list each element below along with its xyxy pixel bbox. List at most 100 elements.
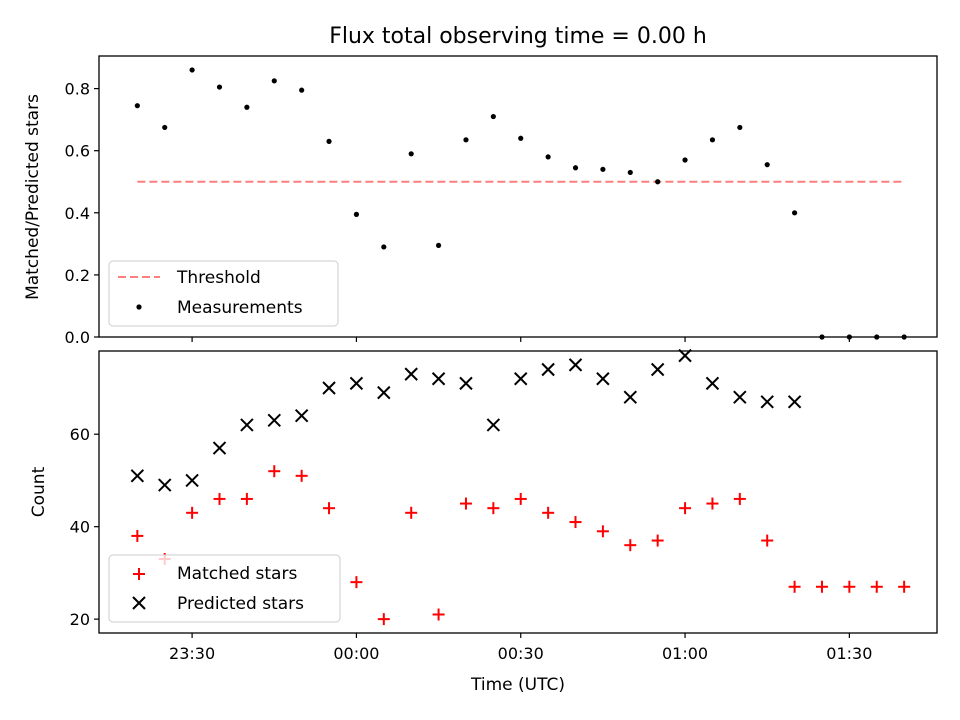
top-y-ticks: 0.0 0.2 0.4 0.6 0.8 — [65, 80, 99, 347]
measurement-point — [819, 334, 825, 340]
matched-stars-point — [596, 525, 609, 538]
predicted-stars-point — [541, 362, 555, 377]
y-tick-label: 20 — [70, 610, 90, 629]
predicted-stars-point — [431, 372, 446, 386]
matched-stars-point — [679, 502, 692, 515]
matched-stars-point — [432, 608, 445, 621]
measurement-point — [764, 162, 770, 168]
matched-stars-point — [131, 529, 144, 542]
measurement-point — [545, 154, 551, 160]
predicted-stars-point — [294, 409, 309, 423]
x-tick-label: 01:00 — [662, 644, 708, 663]
measurement-point — [244, 104, 250, 110]
matched-stars-point — [405, 506, 418, 519]
y-tick-label: 0.8 — [65, 80, 90, 99]
matched-stars-point — [870, 580, 883, 593]
bottom-series — [130, 348, 911, 626]
measurement-point — [353, 211, 360, 217]
measurement-point — [463, 137, 469, 143]
predicted-stars-point — [568, 358, 583, 372]
bottom-x-ticks: 23:30 00:00 00:30 01:00 01:30 — [169, 633, 872, 663]
top-series — [134, 67, 907, 340]
matched-legend-label: Matched stars — [177, 564, 297, 584]
matched-stars-point — [651, 534, 664, 547]
measurements-legend-label: Measurements — [177, 298, 303, 318]
predicted-stars-point — [459, 376, 473, 391]
bottom-y-ticks: 20 40 60 — [70, 425, 99, 629]
matched-stars-point — [542, 506, 555, 519]
x-tick-label: 00:00 — [333, 644, 379, 663]
predicted-stars-point — [158, 478, 172, 492]
matched-stars-point — [377, 613, 390, 626]
measurement-point — [435, 242, 442, 249]
predicted-legend-label: Predicted stars — [177, 594, 304, 614]
bottom-legend-box — [108, 554, 341, 623]
y-tick-label: 60 — [70, 425, 90, 444]
top-legend-box — [108, 260, 339, 327]
measurement-point — [874, 334, 880, 340]
predicted-legend-marker — [132, 596, 146, 610]
threshold-legend-label: Threshold — [176, 268, 261, 288]
predicted-stars-point — [267, 413, 281, 428]
predicted-stars-point — [212, 441, 227, 455]
measurement-point — [271, 78, 277, 84]
measurement-point — [490, 113, 496, 120]
predicted-stars-point — [514, 372, 528, 386]
measurement-point — [655, 179, 661, 185]
bottom-legend: Matched stars Predicted stars — [108, 554, 341, 623]
measurement-point — [216, 84, 223, 90]
measurement-point — [408, 151, 414, 157]
measurement-point — [162, 124, 168, 131]
y-tick-label: 0.4 — [65, 204, 90, 223]
measurement-point — [846, 334, 852, 340]
predicted-stars-point — [650, 362, 665, 377]
predicted-stars-point — [596, 372, 610, 386]
matched-stars-point — [569, 516, 582, 529]
measurement-point — [600, 166, 606, 172]
predicted-stars-point — [322, 381, 336, 395]
matched-stars-point — [733, 492, 746, 505]
measurement-point — [326, 138, 332, 144]
measurement-point — [134, 103, 140, 109]
predicted-stars-point — [185, 473, 199, 488]
predicted-stars-point — [760, 395, 774, 409]
matched-stars-point — [514, 492, 527, 505]
measurement-point — [572, 165, 579, 171]
predicted-stars-point — [733, 390, 747, 404]
matched-stars-point — [706, 497, 719, 510]
matched-stars-point — [213, 492, 226, 505]
predicted-stars-point — [787, 395, 802, 409]
top-axes: 0.00.20.40.60.8 Matched/Predicted stars … — [23, 55, 938, 347]
measurement-point — [791, 210, 798, 216]
matched-stars-point — [898, 580, 911, 593]
measurement-point — [682, 157, 688, 163]
predicted-stars-point — [240, 418, 254, 432]
measurement-point — [737, 124, 743, 131]
matched-stars-point — [624, 539, 637, 552]
measurement-point — [189, 67, 195, 73]
matched-stars-point — [240, 492, 253, 505]
chart-title: Flux total observing time = 0.00 h — [329, 24, 707, 49]
measurements-legend-marker — [136, 304, 142, 310]
matched-stars-point — [323, 502, 336, 515]
predicted-stars-point — [623, 390, 637, 404]
x-tick-label: 01:30 — [826, 644, 872, 663]
bottom-axes: 20 40 60 23:30 00:00 00:30 01:00 01:30 Count T… — [29, 348, 938, 695]
y-tick-label: 0.2 — [65, 266, 90, 285]
matched-legend-marker — [133, 568, 145, 580]
measurement-point — [901, 334, 907, 340]
y-tick-label: 40 — [70, 518, 90, 537]
matched-stars-point — [459, 497, 472, 510]
matched-stars-point — [295, 469, 308, 482]
matched-stars-point — [815, 580, 828, 593]
predicted-stars-point — [678, 348, 692, 363]
predicted-stars-point — [377, 385, 391, 400]
matched-stars-point — [268, 465, 281, 478]
measurement-point — [299, 87, 305, 93]
matched-stars-point — [761, 534, 774, 547]
matched-stars-point — [350, 576, 363, 589]
top-legend: Threshold Measurements — [108, 260, 339, 327]
top-y-axis-label: Matched/Predicted stars — [23, 94, 43, 300]
x-tick-label: 00:30 — [498, 644, 544, 663]
